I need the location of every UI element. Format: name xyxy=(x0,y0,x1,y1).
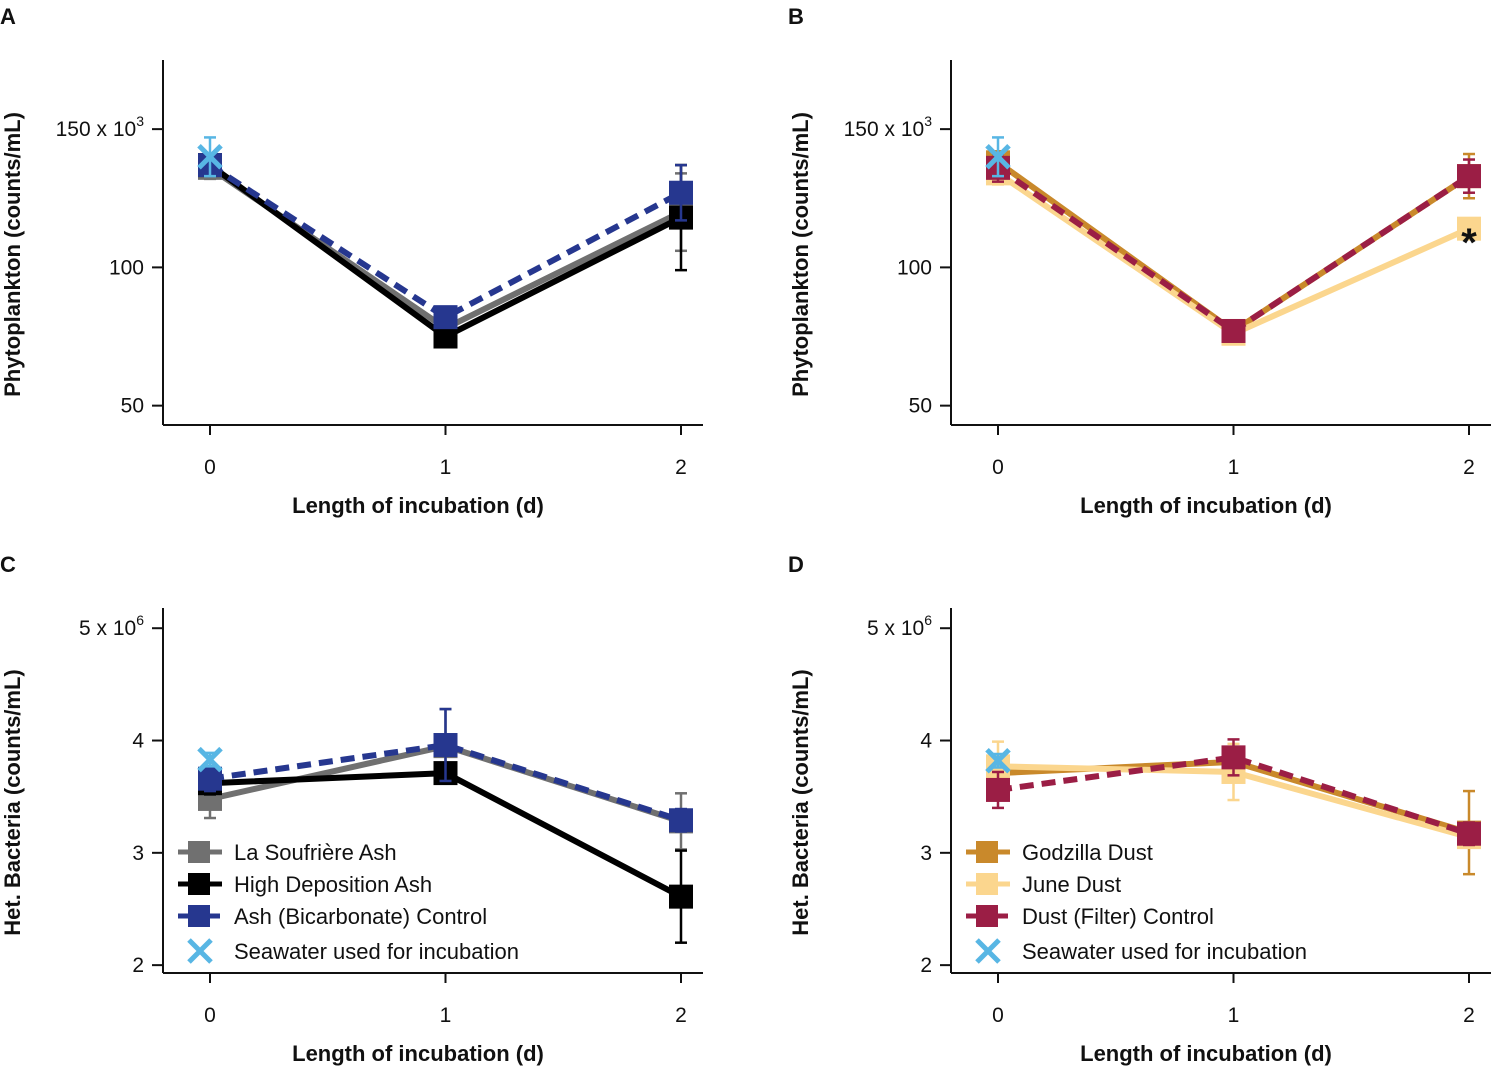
legend-label: June Dust xyxy=(1022,872,1121,897)
series-line-2 xyxy=(997,754,1470,837)
legend-entry: Seawater used for incubation xyxy=(975,938,1307,964)
data-point xyxy=(433,733,458,758)
panel-b: B 50 100 150 x 103 0 1 2 Length of incubation (… xyxy=(788,4,1491,518)
data-point xyxy=(1457,164,1481,189)
legend-label: Godzilla Dust xyxy=(1022,840,1153,865)
y-tick-label: 150 x 103 xyxy=(56,113,145,141)
legend-entry: Ash (Bicarbonate) Control xyxy=(178,904,487,929)
y-axis-title: Phytoplankton (counts/mL) xyxy=(0,112,25,397)
y-tick-label: 3 xyxy=(920,842,932,865)
x-axis-title: Length of incubation (d) xyxy=(1080,1041,1332,1066)
y-tick-label: 150 x 103 xyxy=(844,113,933,141)
seawater-marker xyxy=(985,144,1011,170)
x-axis-title: Length of incubation (d) xyxy=(292,1041,544,1066)
panel-a: A 50 100 150 x 103 0 1 2 Length of incubation (… xyxy=(0,4,703,518)
y-tick-exponent: 3 xyxy=(924,113,932,129)
panel-label: B xyxy=(788,4,804,29)
panel-label: D xyxy=(788,552,804,577)
legend-label: Ash (Bicarbonate) Control xyxy=(234,904,487,929)
x-tick-label: 2 xyxy=(675,456,687,479)
x-tick-label: 1 xyxy=(1228,456,1240,479)
series-line-2 xyxy=(996,165,1471,334)
legend-label: High Deposition Ash xyxy=(234,872,432,897)
legend-marker xyxy=(976,905,998,927)
x-tick-label: 2 xyxy=(1463,456,1475,479)
y-tick-label: 50 xyxy=(909,395,932,418)
legend-marker xyxy=(975,938,1001,964)
y-tick-label: 100 xyxy=(109,256,144,279)
x-tick-label: 0 xyxy=(204,456,216,479)
legend-entry: Dust (Filter) Control xyxy=(966,904,1214,929)
x-tick-label: 1 xyxy=(440,1004,452,1027)
y-axis-title: Het. Bacteria (counts/mL) xyxy=(788,669,813,936)
y-axis-title: Phytoplankton (counts/mL) xyxy=(788,112,813,397)
y-tick-label: 50 xyxy=(121,395,144,418)
panel-c: C 2 3 4 5 x 106 0 1 2 Length of incubation (d) He… xyxy=(0,552,703,1066)
x-tick-label: 2 xyxy=(1463,1004,1475,1027)
data-point xyxy=(669,180,693,205)
data-point xyxy=(669,808,693,833)
series-line-0 xyxy=(996,159,1471,334)
legend-marker xyxy=(976,873,998,895)
x-axis-title: Length of incubation (d) xyxy=(292,493,544,518)
y-tick-label: 3 xyxy=(132,842,144,865)
x-tick-label: 2 xyxy=(675,1004,687,1027)
seawater-marker xyxy=(985,747,1011,774)
data-point xyxy=(433,305,458,330)
legend-marker xyxy=(187,938,213,964)
x-tick-label: 0 xyxy=(992,1004,1004,1027)
legend-label: La Soufrière Ash xyxy=(234,840,397,865)
y-tick-label: 100 xyxy=(897,256,932,279)
y-tick-label: 5 x 106 xyxy=(867,612,932,640)
panel-label: C xyxy=(0,552,16,577)
data-point xyxy=(1221,318,1246,343)
x-tick-label: 0 xyxy=(992,456,1004,479)
data-point xyxy=(1221,745,1246,770)
legend-entry: La Soufrière Ash xyxy=(178,840,397,865)
x-tick-label: 1 xyxy=(1228,1004,1240,1027)
data-point xyxy=(1457,821,1481,846)
y-tick-exponent: 6 xyxy=(136,612,144,628)
x-tick-label: 1 xyxy=(440,456,452,479)
legend-entry: Seawater used for incubation xyxy=(187,938,519,964)
data-point xyxy=(1457,216,1481,241)
y-tick-label: 4 xyxy=(920,730,932,753)
legend-entry: June Dust xyxy=(966,872,1121,897)
series-line-2 xyxy=(209,742,682,824)
panel-label: A xyxy=(0,4,16,29)
y-tick-exponent: 3 xyxy=(136,113,144,129)
y-tick-label: 5 x 106 xyxy=(79,612,144,640)
y-axis-title: Het. Bacteria (counts/mL) xyxy=(0,669,25,936)
x-tick-label: 0 xyxy=(204,1004,216,1027)
legend-label: Dust (Filter) Control xyxy=(1022,904,1214,929)
legend-marker xyxy=(188,841,210,863)
series-line-1 xyxy=(996,170,1471,337)
legend-label: Seawater used for incubation xyxy=(234,939,519,964)
legend-label: Seawater used for incubation xyxy=(1022,939,1307,964)
y-tick-exponent: 6 xyxy=(924,612,932,628)
legend-marker xyxy=(188,905,210,927)
y-tick-label: 2 xyxy=(132,954,144,977)
x-axis-title: Length of incubation (d) xyxy=(1080,493,1332,518)
y-tick-label: 4 xyxy=(132,730,144,753)
data-point xyxy=(669,884,693,909)
significance-marker: * xyxy=(1461,221,1477,265)
data-point xyxy=(986,777,1010,802)
seawater-marker xyxy=(197,746,223,773)
y-tick-label: 2 xyxy=(920,954,932,977)
series-line-0 xyxy=(208,165,683,332)
legend-marker xyxy=(976,841,998,863)
legend-entry: Godzilla Dust xyxy=(966,840,1153,865)
legend-entry: High Deposition Ash xyxy=(178,872,432,897)
panel-d: D 2 3 4 5 x 106 0 1 2 Length of incubation (d) He… xyxy=(788,552,1491,1066)
seawater-marker xyxy=(197,144,223,170)
legend-marker xyxy=(188,873,210,895)
series-line-2 xyxy=(208,162,683,321)
